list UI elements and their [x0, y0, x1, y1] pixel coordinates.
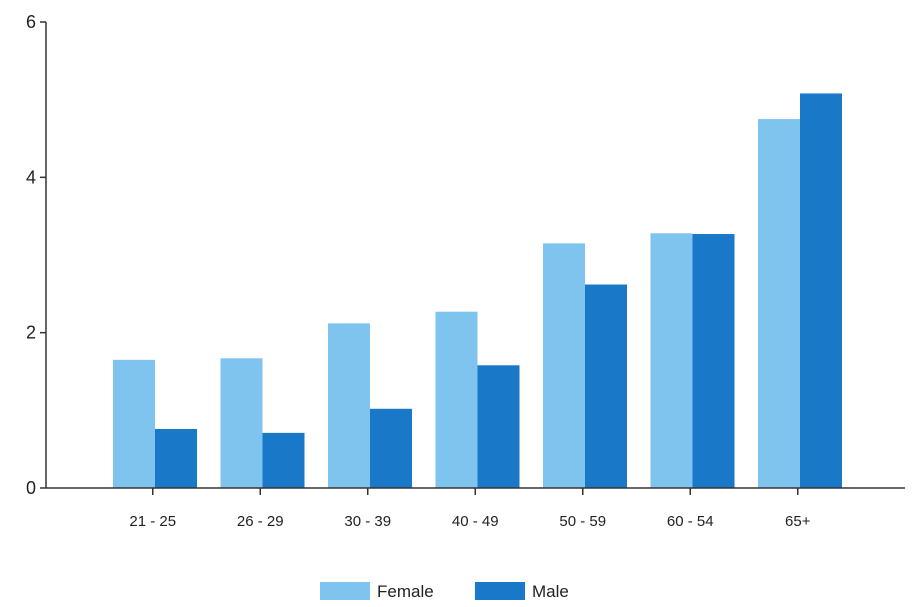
bar-male [800, 93, 842, 488]
bar-male [262, 432, 305, 488]
bar-female [435, 311, 478, 488]
bar-female [113, 359, 155, 488]
bar-male [477, 365, 520, 488]
y-tick-label: 4 [26, 167, 36, 187]
bar-female [758, 119, 800, 488]
bar-female [543, 243, 585, 488]
legend-label-female: Female [377, 582, 434, 601]
bar-female [220, 358, 263, 488]
bars-layer [113, 93, 842, 488]
bar-male [585, 284, 627, 488]
x-tick-label: 40 - 49 [452, 513, 499, 530]
x-tick-label: 60 - 54 [667, 513, 714, 530]
x-tick-label: 26 - 29 [237, 513, 284, 530]
x-tick-label: 65+ [785, 513, 811, 530]
y-tick-label: 2 [26, 323, 36, 343]
legend-swatch-female [320, 582, 370, 600]
x-tick-label: 30 - 39 [344, 513, 391, 530]
y-tick-label: 0 [26, 478, 36, 498]
bar-female [650, 233, 693, 488]
x-tick-label: 21 - 25 [129, 513, 176, 530]
bar-male [692, 234, 735, 488]
x-ticks: 21 - 25 26 - 29 30 - 39 40 - 49 50 - 59 60 - … [129, 488, 811, 530]
x-tick-label: 50 - 59 [559, 513, 606, 530]
y-ticks: 0 2 4 6 [26, 12, 46, 498]
y-tick-label: 6 [26, 12, 36, 32]
legend: Female Male [320, 582, 569, 601]
bar-female [328, 323, 370, 488]
bar-male [370, 408, 412, 488]
bar-male [155, 428, 197, 488]
legend-swatch-male [475, 582, 525, 600]
legend-label-male: Male [532, 582, 569, 601]
